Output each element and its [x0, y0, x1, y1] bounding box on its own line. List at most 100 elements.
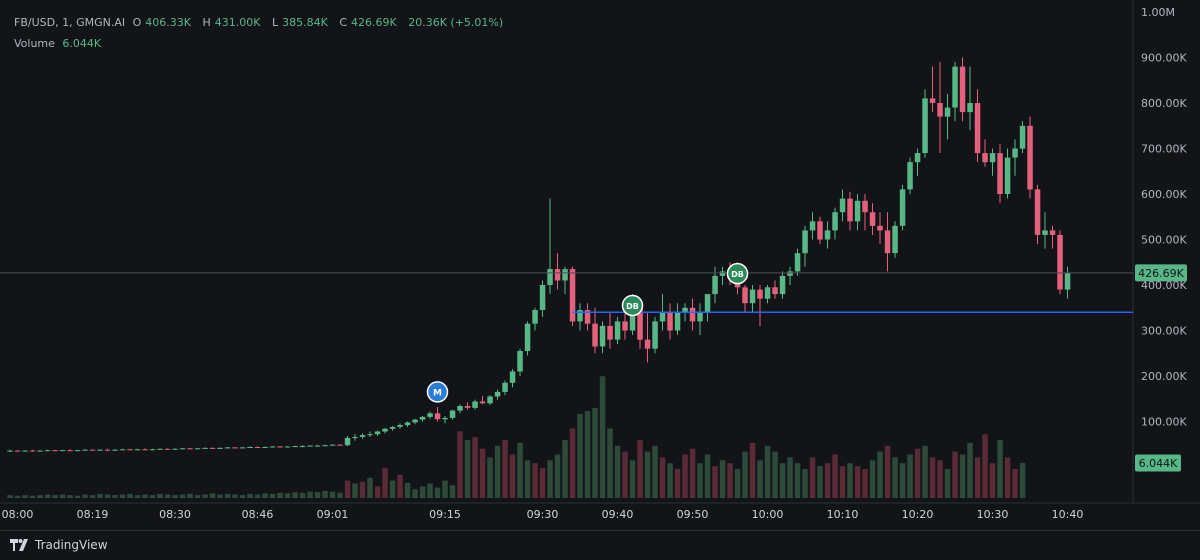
candle-body — [824, 230, 831, 240]
volume-bar — [307, 491, 313, 498]
volume-bar — [659, 457, 666, 498]
volume-bar — [97, 493, 103, 498]
volume-bar — [389, 480, 396, 498]
volume-bar — [487, 457, 493, 498]
candle-body — [554, 269, 561, 281]
candle-body — [164, 448, 171, 450]
volume-bar — [172, 495, 178, 498]
volume-bar — [562, 440, 568, 498]
candle-body — [119, 449, 126, 451]
volume-bar — [359, 481, 366, 498]
candle-body — [457, 406, 463, 411]
last-volume-tag — [1135, 454, 1181, 472]
candle-body — [1042, 230, 1048, 235]
candle-body — [239, 447, 246, 449]
time-tick-label: 09:15 — [429, 508, 461, 521]
candle-body — [419, 416, 426, 420]
candle-body — [974, 103, 981, 154]
candle-body — [389, 427, 396, 429]
candle-body — [7, 450, 13, 452]
volume-bar — [517, 442, 523, 498]
axes — [0, 0, 1200, 504]
volume-bar — [847, 463, 853, 498]
candle-body — [817, 221, 823, 240]
volume-bar — [1019, 462, 1026, 498]
volume-bar — [869, 460, 876, 498]
volume-bar — [449, 485, 456, 498]
volume-bar — [592, 408, 598, 498]
close-value: C 426.69K — [339, 16, 397, 29]
candle-body — [862, 200, 868, 213]
price-tick-label: 700.00K — [1141, 143, 1187, 156]
volume-bar — [322, 491, 328, 498]
time-tick-label: 09:40 — [602, 508, 634, 521]
volume-bar — [922, 445, 928, 498]
candle-body — [397, 425, 403, 427]
chart-legend: FB/USD, 1, GMGN.AI O 406.33K H 431.00K L 38… — [14, 12, 507, 54]
candle-body — [524, 323, 531, 351]
volume-bar — [194, 495, 201, 498]
volume-bar — [509, 454, 516, 498]
signal-marker-label: M — [433, 388, 442, 398]
candle-body — [607, 325, 613, 340]
volume-bar — [164, 494, 171, 498]
candle-body — [254, 447, 261, 448]
candle-body — [172, 448, 178, 450]
candle-body — [682, 307, 688, 313]
candle-body — [464, 406, 471, 408]
volume-bar — [82, 494, 88, 498]
volume-bar — [292, 492, 298, 498]
volume-bar — [824, 463, 831, 498]
candle-body — [1027, 125, 1033, 190]
volume-bar — [742, 451, 748, 498]
volume-bar — [644, 451, 651, 498]
volume-bar — [284, 493, 291, 498]
candle-body — [944, 107, 951, 117]
candle-body — [622, 321, 628, 331]
volume-bar — [14, 495, 21, 498]
time-tick-label: 09:50 — [677, 508, 709, 521]
volume-bar — [134, 495, 141, 498]
candle-body — [37, 450, 43, 452]
volume-label[interactable]: Volume — [14, 37, 55, 50]
candle-body — [997, 153, 1003, 194]
candle-body — [299, 446, 306, 448]
volume-bar — [899, 463, 906, 498]
volume-bar — [524, 460, 531, 498]
candle-body — [352, 437, 358, 438]
candle-body — [52, 450, 58, 452]
volume-bar — [577, 413, 583, 498]
candle-body — [194, 448, 201, 450]
time-tick-label: 10:40 — [1052, 508, 1084, 521]
candle-body — [674, 312, 681, 331]
candle-body — [967, 103, 973, 113]
volume-bar — [209, 493, 216, 498]
candle-body — [112, 449, 118, 451]
last-price-tag — [1135, 264, 1187, 282]
candle-body — [224, 447, 231, 449]
volume-bar — [157, 493, 163, 498]
price-tick-label: 900.00K — [1141, 52, 1187, 65]
volume-bar — [202, 494, 208, 498]
volume-bar — [967, 442, 973, 498]
volume-bar — [854, 466, 861, 498]
tradingview-logo[interactable]: TradingView — [10, 538, 108, 552]
candle-body — [599, 325, 606, 347]
volume-bar — [472, 437, 478, 498]
volume-bar — [914, 448, 921, 498]
candle-body — [277, 446, 283, 448]
volume-bar — [607, 428, 613, 498]
volume-bar — [734, 469, 741, 498]
candle-body — [14, 450, 21, 452]
volume-bar — [397, 474, 403, 498]
volume-bar — [652, 445, 658, 498]
volume-bar — [52, 495, 58, 498]
candle-body — [202, 447, 208, 449]
candle-body — [22, 450, 28, 452]
symbol-label[interactable]: FB/USD, 1, GMGN.AI — [14, 16, 126, 29]
candle-body — [592, 323, 598, 347]
volume-bar — [952, 451, 958, 498]
candle-body — [322, 445, 328, 447]
